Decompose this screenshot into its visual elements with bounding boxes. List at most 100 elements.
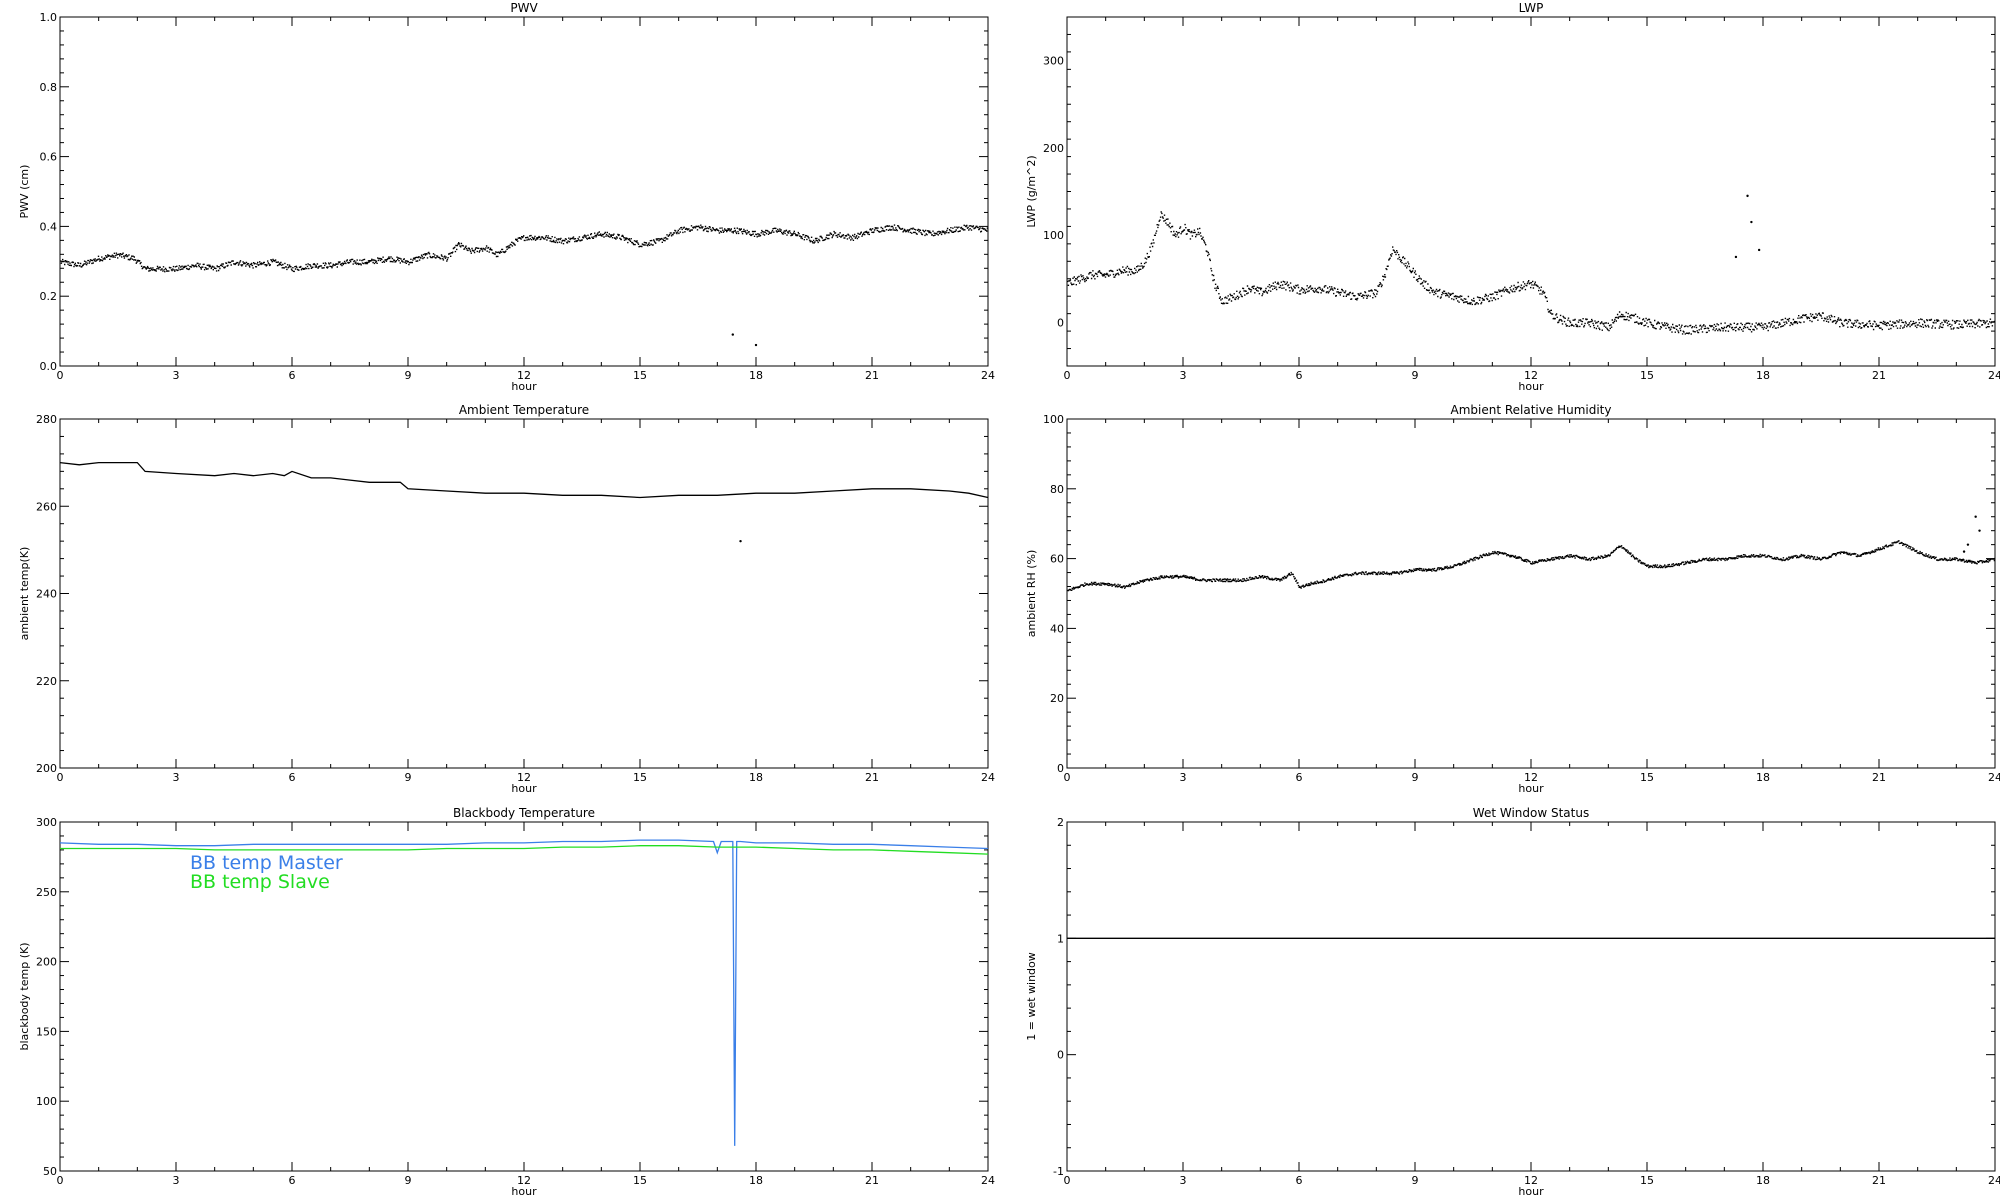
- y-tick-label: 200: [1043, 142, 1064, 155]
- outlier-point: [1750, 220, 1753, 224]
- x-tick-label: 9: [1412, 771, 1419, 784]
- chart-title: PWV: [510, 1, 538, 15]
- x-tick-label: 21: [1872, 771, 1886, 784]
- x-tick-label: 0: [1064, 369, 1071, 382]
- x-tick-label: 0: [57, 1174, 64, 1187]
- series-points-1: [1067, 540, 1995, 592]
- plot-frame: [1066, 821, 1996, 1172]
- x-tick-label: 12: [517, 1174, 531, 1187]
- y-axis-label: ambient temp(K): [18, 547, 31, 641]
- y-tick-label: 280: [36, 413, 57, 426]
- outlier-point: [1966, 543, 1970, 546]
- y-tick-label: 0.6: [40, 151, 58, 164]
- series-line-1: [60, 839, 988, 1146]
- x-tick-label: 24: [1988, 1174, 2000, 1187]
- chart-panel-1: PWV 0 3 6 9 12 15 18 21 24 hour 0.0 0.2 0.4 0.6 0.8 1.0 P…: [18, 1, 995, 393]
- x-tick-label: 18: [749, 771, 763, 784]
- x-tick-label: 18: [1756, 771, 1770, 784]
- chart-panel-3: Ambient Temperature 0 3 6 9 12 15 18 21 24 hour 200…: [18, 403, 995, 795]
- data-area: [1067, 194, 1995, 335]
- x-tick-label: 6: [289, 369, 296, 382]
- x-tick-label: 12: [517, 369, 531, 382]
- x-tick-label: 15: [1640, 1174, 1654, 1187]
- x-axis-label: hour: [1518, 782, 1544, 795]
- chart-panel-4: Ambient Relative Humidity 0 3 6 9 12 15 18 21 24 h…: [1025, 403, 2000, 795]
- x-tick-label: 6: [1296, 771, 1303, 784]
- x-axis-label: hour: [1518, 1185, 1544, 1198]
- x-tick-label: 3: [1180, 771, 1187, 784]
- x-tick-label: 24: [1988, 369, 2000, 382]
- x-tick-label: 18: [749, 369, 763, 382]
- series-line-1: [60, 461, 988, 499]
- x-axis-label: hour: [511, 1185, 537, 1198]
- outlier-point: [1974, 515, 1977, 518]
- chart-title: Wet Window Status: [1473, 806, 1589, 820]
- y-tick-label: 50: [43, 1165, 57, 1178]
- outlier-point: [739, 539, 742, 543]
- x-tick-label: 0: [1064, 771, 1071, 784]
- data-area: [60, 224, 988, 347]
- series-points-1: [1067, 211, 1995, 335]
- series-points-1: [60, 224, 988, 273]
- data-area: [60, 461, 988, 543]
- legend-entry-1: BB temp Master: [190, 852, 343, 874]
- x-tick-label: 3: [173, 771, 180, 784]
- x-tick-label: 24: [981, 1174, 995, 1187]
- x-tick-label: 0: [57, 369, 64, 382]
- x-tick-label: 0: [1064, 1174, 1071, 1187]
- y-tick-label: 250: [36, 886, 57, 899]
- x-tick-label: 15: [1640, 771, 1654, 784]
- data-area: [1067, 515, 1995, 592]
- y-tick-label: 240: [36, 588, 57, 601]
- series-line-2: [60, 845, 988, 855]
- y-tick-label: 0.2: [40, 290, 58, 303]
- chart-title: LWP: [1519, 1, 1544, 15]
- plot-frame: [59, 418, 989, 769]
- x-tick-label: 3: [173, 369, 180, 382]
- y-tick-label: 300: [1043, 55, 1064, 68]
- y-tick-label: 0.4: [40, 220, 58, 233]
- x-tick-label: 6: [1296, 1174, 1303, 1187]
- x-tick-label: 18: [1756, 1174, 1770, 1187]
- x-tick-label: 24: [981, 369, 995, 382]
- x-tick-label: 9: [405, 369, 412, 382]
- x-tick-label: 9: [1412, 369, 1419, 382]
- outlier-point: [754, 343, 758, 347]
- y-tick-label: 260: [36, 500, 57, 513]
- x-tick-label: 6: [1296, 369, 1303, 382]
- y-tick-label: 150: [36, 1025, 57, 1038]
- x-tick-label: 18: [1756, 369, 1770, 382]
- y-axis-label: ambient RH (%): [1025, 550, 1038, 638]
- x-tick-label: 15: [633, 1174, 647, 1187]
- x-axis-label: hour: [511, 380, 537, 393]
- outlier-point: [1757, 248, 1761, 252]
- x-axis-label: hour: [511, 782, 537, 795]
- chart-panel-5: Blackbody Temperature 0 3 6 9 12 15 18 21 24 hour 5…: [18, 806, 995, 1198]
- x-tick-label: 3: [173, 1174, 180, 1187]
- chart-title: Ambient Relative Humidity: [1451, 403, 1612, 417]
- x-tick-label: 6: [289, 771, 296, 784]
- x-tick-label: 6: [289, 1174, 296, 1187]
- x-tick-label: 3: [1180, 369, 1187, 382]
- x-tick-label: 24: [1988, 771, 2000, 784]
- y-tick-label: 40: [1050, 622, 1064, 635]
- y-tick-label: 2: [1057, 816, 1064, 829]
- chart-title: Blackbody Temperature: [453, 806, 595, 820]
- chart-title: Ambient Temperature: [459, 403, 589, 417]
- x-tick-label: 3: [1180, 1174, 1187, 1187]
- x-tick-label: 21: [1872, 369, 1886, 382]
- data-area: [60, 839, 988, 1146]
- y-tick-label: 100: [36, 1095, 57, 1108]
- x-tick-label: 12: [1524, 369, 1538, 382]
- outlier-point: [1978, 529, 1981, 532]
- x-tick-label: 0: [57, 771, 64, 784]
- x-tick-label: 12: [1524, 1174, 1538, 1187]
- x-tick-label: 15: [1640, 369, 1654, 382]
- y-tick-label: 80: [1050, 483, 1064, 496]
- plot-frame: [59, 16, 989, 367]
- x-tick-label: 12: [517, 771, 531, 784]
- y-tick-label: 0.8: [40, 81, 58, 94]
- y-tick-label: 0.0: [40, 360, 58, 373]
- x-tick-label: 15: [633, 369, 647, 382]
